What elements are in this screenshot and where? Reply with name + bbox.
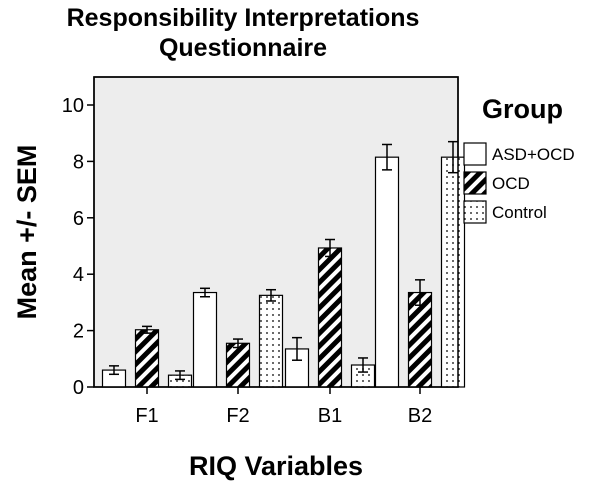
- error-bar: [382, 143, 392, 171]
- bar-b2-control: [440, 156, 466, 388]
- legend-label: ASD+OCD: [492, 145, 575, 164]
- legend-item-ocd: OCD: [463, 171, 530, 195]
- error-bar: [109, 365, 119, 376]
- bar-f2-ocd: [225, 342, 251, 388]
- bar-b1-ocd: [317, 247, 343, 388]
- legend: Group ASD+OCD OCD Control: [463, 94, 575, 224]
- bar-f1-ocd: [134, 329, 160, 388]
- legend-item-asd-ocd: ASD+OCD: [463, 142, 575, 166]
- legend-swatch: [463, 171, 487, 195]
- bar-f2-control: [258, 294, 284, 388]
- legend-label: Control: [492, 203, 547, 222]
- chart-title-line-1: Responsibility Interpretations: [67, 4, 420, 32]
- x-axis-title: RIQ Variables: [189, 451, 363, 481]
- x-axis-ticks: F1 F2 B1 B2: [135, 387, 432, 427]
- x-tick-label-f2: F2: [226, 405, 249, 427]
- x-tick-label-b1: B1: [318, 405, 342, 427]
- y-tick-label: 8: [73, 151, 84, 173]
- legend-title: Group: [482, 94, 563, 124]
- legend-label: OCD: [492, 174, 530, 193]
- legend-item-control: Control: [463, 200, 547, 224]
- y-axis-title: Mean +/- SEM: [12, 145, 42, 320]
- error-bar: [142, 325, 152, 334]
- error-bar: [175, 370, 185, 381]
- chart-title-line-2: Questionnaire: [159, 34, 327, 62]
- error-bar: [200, 287, 210, 298]
- error-bar: [266, 288, 276, 302]
- error-bar: [448, 140, 458, 174]
- y-tick-label: 0: [73, 377, 84, 399]
- plot-border: [93, 76, 459, 388]
- error-bar: [233, 338, 243, 349]
- bar-b2-asd-ocd: [374, 156, 400, 388]
- error-bar: [415, 279, 425, 306]
- x-tick-label-b2: B2: [408, 405, 432, 427]
- x-tick-label-f1: F1: [135, 405, 158, 427]
- legend-swatch: [463, 200, 487, 224]
- error-bar: [325, 238, 335, 258]
- error-bar: [358, 357, 368, 373]
- y-tick-label: 10: [62, 95, 84, 117]
- y-axis-ticks: 0 2 4 6 8 10: [62, 95, 94, 399]
- bar-f2-asd-ocd: [192, 291, 218, 388]
- y-tick-label: 2: [73, 321, 84, 343]
- error-bar: [292, 336, 302, 361]
- legend-swatch: [463, 142, 487, 166]
- bar-b2-ocd: [407, 291, 433, 388]
- y-tick-label: 4: [73, 264, 84, 286]
- bars: [93, 76, 466, 388]
- y-tick-label: 6: [73, 208, 84, 230]
